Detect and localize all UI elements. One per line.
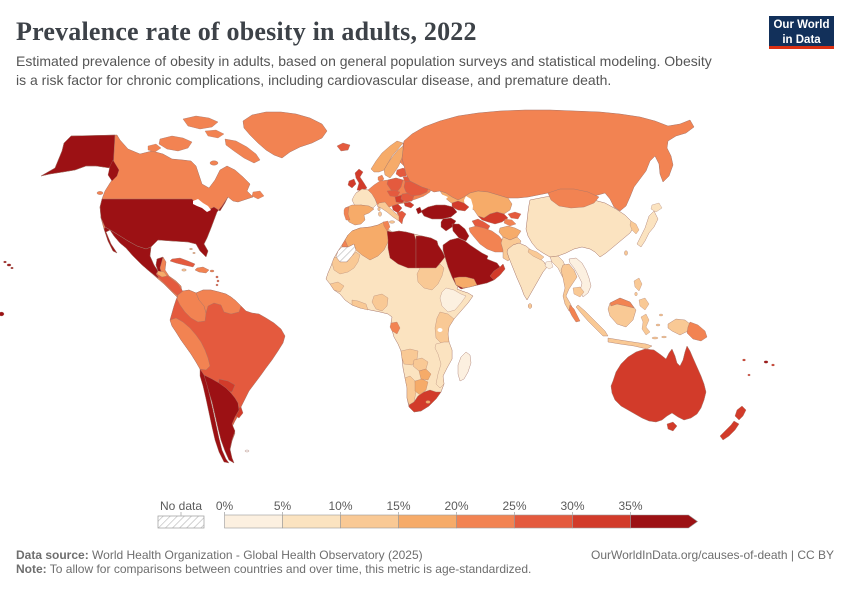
svg-text:15%: 15% xyxy=(386,499,410,513)
svg-text:30%: 30% xyxy=(560,499,584,513)
svg-text:0%: 0% xyxy=(216,499,234,513)
svg-text:35%: 35% xyxy=(618,499,642,513)
svg-text:25%: 25% xyxy=(502,499,526,513)
svg-text:5%: 5% xyxy=(274,499,292,513)
svg-text:20%: 20% xyxy=(444,499,468,513)
svg-text:10%: 10% xyxy=(328,499,352,513)
svg-text:No data: No data xyxy=(160,499,202,513)
